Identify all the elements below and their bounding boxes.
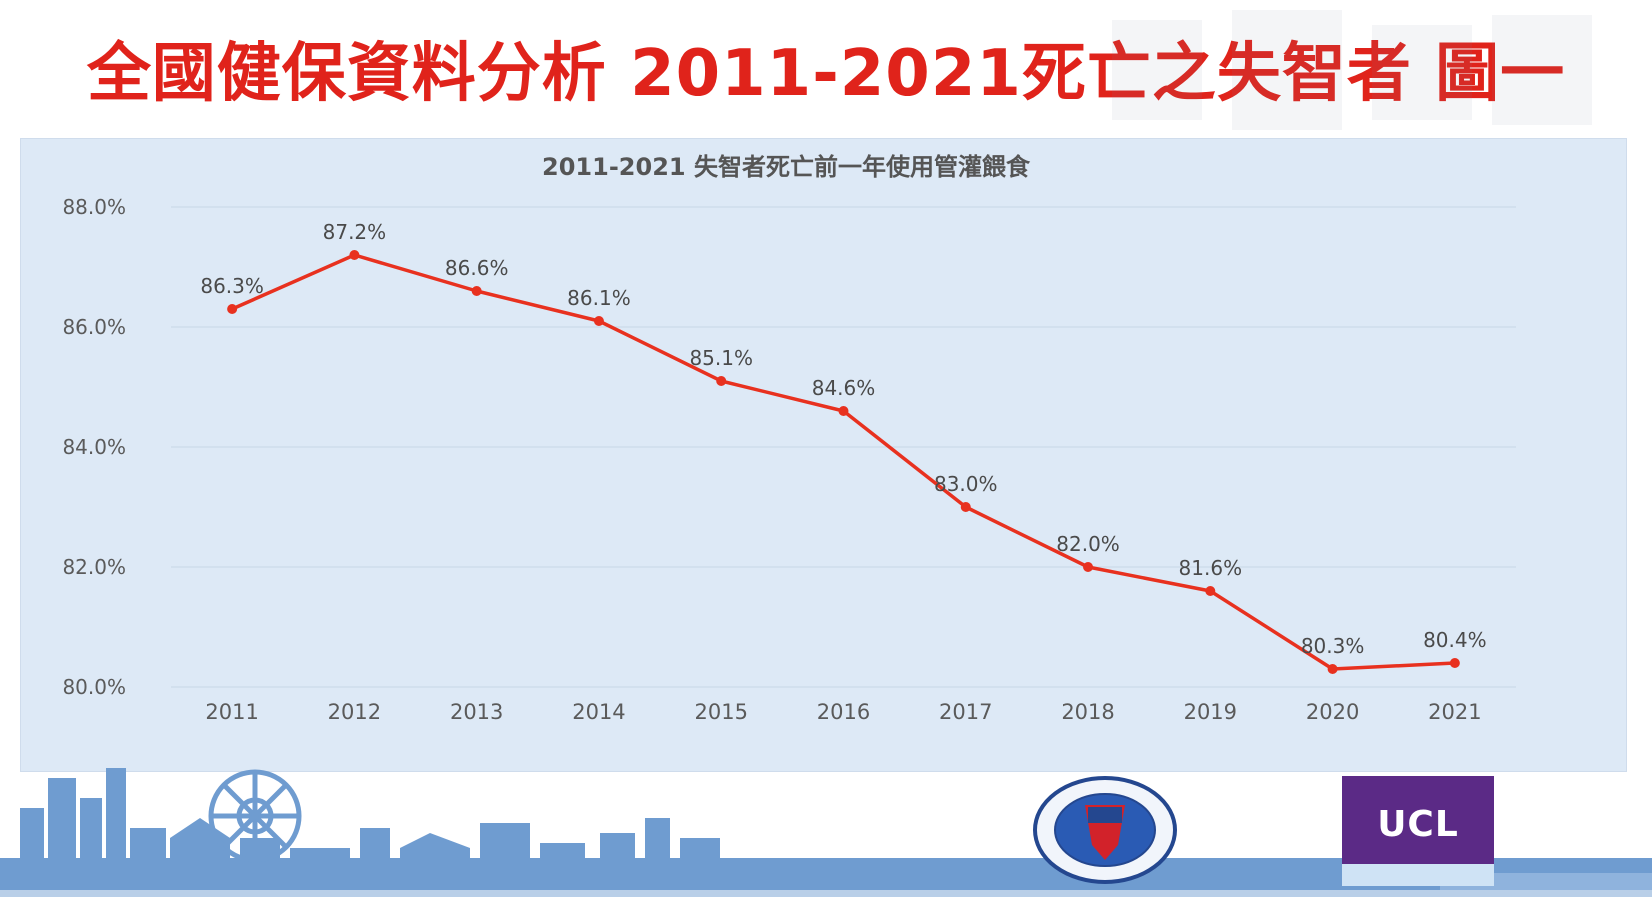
x-tick-label: 2011 (205, 700, 258, 724)
x-tick-label: 2020 (1306, 700, 1359, 724)
data-labels: 86.3% 87.2% 86.6% 86.1% 85.1% 84.6% 83.0% 82.0%… (200, 220, 1486, 658)
data-point (349, 250, 360, 260)
data-point (838, 406, 849, 416)
data-label: 86.1% (567, 286, 631, 310)
data-label: 81.6% (1179, 556, 1243, 580)
x-tick-label: 2012 (328, 700, 381, 724)
data-label: 82.0% (1056, 532, 1120, 556)
x-tick-label: 2018 (1061, 700, 1114, 724)
series-polyline (231, 253, 1455, 671)
slide-title: 全國健保資料分析 2011-2021死亡之失智者 圖一 (86, 37, 1566, 111)
data-point (593, 316, 604, 326)
data-label: 85.1% (689, 346, 753, 370)
ucl-logo: UCL (1342, 776, 1494, 886)
y-axis-ticks: 80.0% 82.0% 84.0% 86.0% 88.0% (62, 195, 126, 699)
x-tick-label: 2013 (450, 700, 503, 724)
data-label: 86.3% (200, 274, 264, 298)
x-tick-label: 2021 (1428, 700, 1481, 724)
data-point (1327, 664, 1338, 674)
data-point (960, 502, 971, 512)
data-label: 87.2% (323, 220, 387, 244)
data-point (1083, 562, 1094, 572)
kmu-university-seal (1033, 776, 1177, 884)
data-point (716, 376, 727, 386)
data-point (1205, 586, 1216, 596)
data-point (1449, 658, 1460, 668)
data-label: 86.6% (445, 256, 509, 280)
x-axis-ticks: 2011 2012 2013 2014 2015 2016 2017 2018 2019 2020… (205, 700, 1481, 724)
y-tick-label: 86.0% (62, 315, 126, 339)
x-tick-label: 2016 (817, 700, 870, 724)
y-tick-label: 82.0% (62, 555, 126, 579)
data-label: 83.0% (934, 472, 998, 496)
ucl-logo-base (1342, 864, 1494, 886)
chart-panel: 2011-2021 失智者死亡前一年使用管灌餵食 80.0% 82.0% 84.0%… (20, 138, 1627, 772)
watermark-logo (1112, 10, 1592, 130)
data-point (471, 286, 482, 296)
x-tick-label: 2014 (572, 700, 625, 724)
x-tick-label: 2015 (695, 700, 748, 724)
y-tick-label: 84.0% (62, 435, 126, 459)
data-point (227, 304, 238, 314)
data-label: 80.3% (1301, 634, 1365, 658)
series-line (231, 253, 1455, 671)
y-tick-label: 80.0% (62, 675, 126, 699)
series-points (227, 250, 1460, 674)
y-tick-label: 88.0% (62, 195, 126, 219)
data-label: 80.4% (1423, 628, 1487, 652)
ucl-logo-text: UCL (1377, 804, 1459, 845)
grid-lines (171, 206, 1516, 688)
line-chart: 2011-2021 失智者死亡前一年使用管灌餵食 80.0% 82.0% 84.0%… (62, 153, 1516, 724)
x-tick-label: 2017 (939, 700, 992, 724)
x-tick-label: 2019 (1184, 700, 1237, 724)
data-label: 84.6% (812, 376, 876, 400)
chart-title: 2011-2021 失智者死亡前一年使用管灌餵食 (542, 153, 1031, 181)
